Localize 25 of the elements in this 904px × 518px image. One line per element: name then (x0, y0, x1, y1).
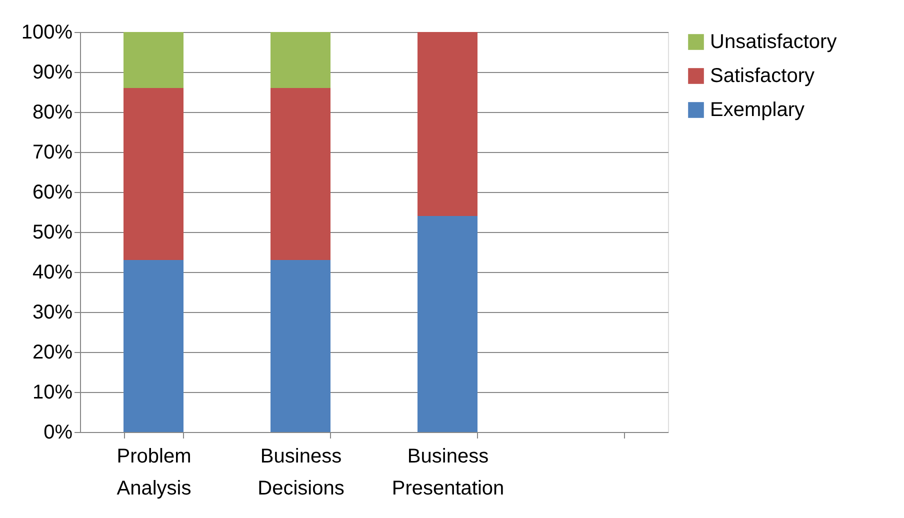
y-tick-label: 100% (21, 22, 73, 44)
legend-label: Satisfactory (710, 65, 814, 87)
y-tick-label: 20% (32, 342, 73, 364)
y-tick-label: 90% (32, 62, 73, 84)
y-tick-label: 70% (32, 142, 73, 164)
y-tick-label: 0% (44, 422, 73, 444)
y-tick-label: 10% (32, 382, 73, 404)
bar (124, 88, 184, 260)
bar (124, 260, 184, 432)
bar (418, 32, 478, 216)
y-tick-label: 50% (32, 222, 73, 244)
legend-label: Exemplary (710, 99, 804, 121)
bar (270, 32, 330, 88)
x-tick-label: Problem Analysis (116, 446, 192, 500)
x-tick-label: Business Presentation (392, 446, 504, 500)
y-tick-label: 60% (32, 182, 73, 204)
bar (418, 216, 478, 432)
y-tick-label: 80% (32, 102, 73, 124)
x-tick-label: Business Decisions (258, 446, 344, 500)
y-tick-label: 30% (32, 302, 73, 324)
bar (270, 260, 330, 432)
y-tick-label: 40% (32, 262, 73, 284)
legend-label: Unsatisfactory (710, 31, 837, 53)
bar (124, 32, 184, 88)
bar (270, 88, 330, 260)
